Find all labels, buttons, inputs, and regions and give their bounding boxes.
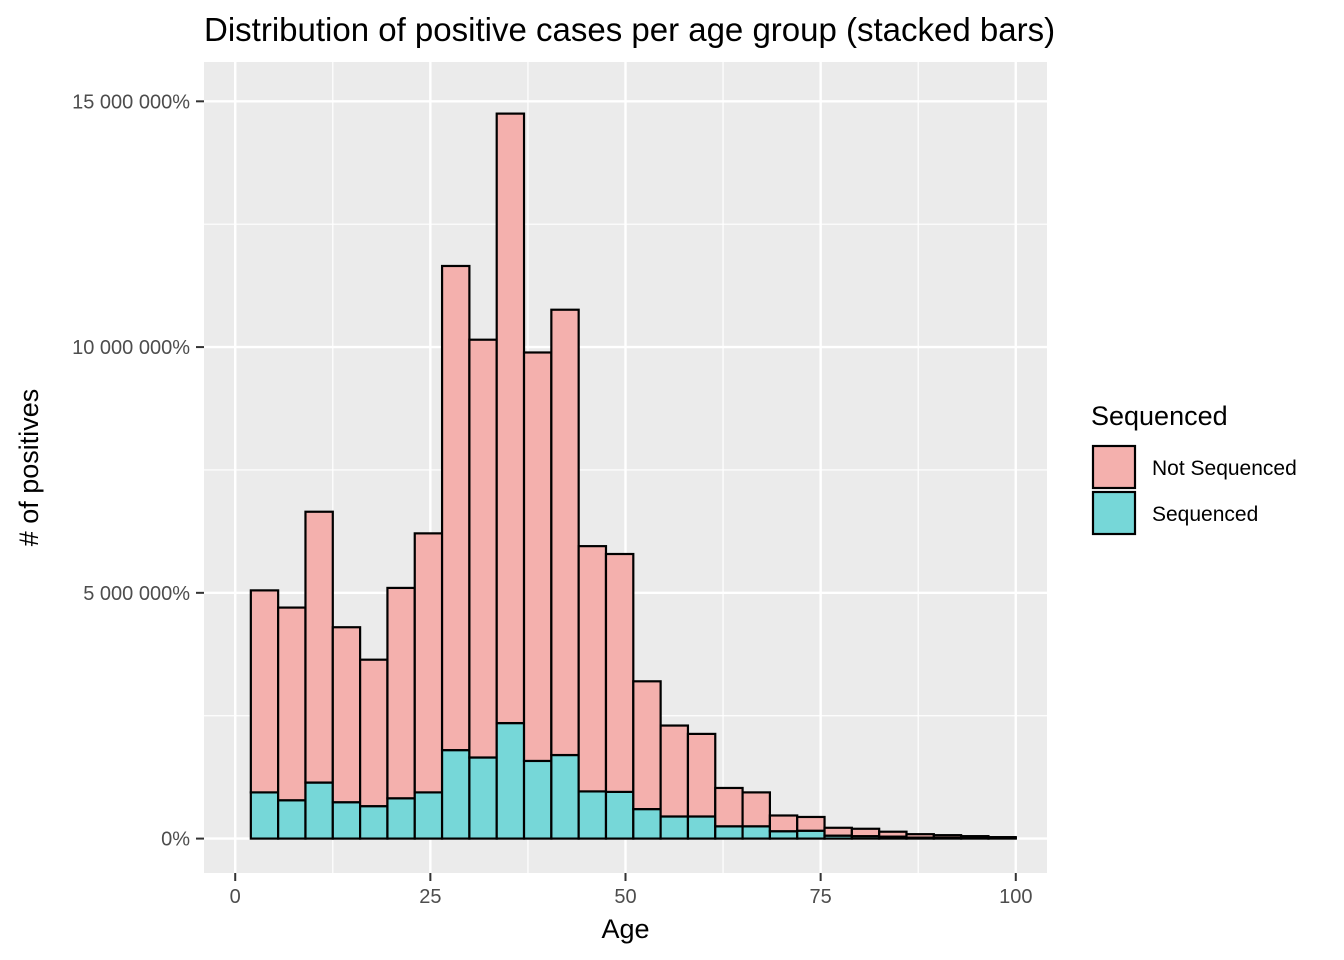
bar-not-sequenced	[768, 814, 799, 833]
bar-sequenced	[768, 830, 799, 840]
bar-sequenced	[304, 781, 334, 840]
bar-sequenced	[741, 825, 772, 840]
bar-not-sequenced	[577, 545, 608, 793]
bar-not-sequenced	[413, 532, 444, 794]
x-axis: 0 25 50 75 100	[230, 873, 1032, 908]
legend-swatch	[1091, 490, 1137, 536]
bar-sequenced	[659, 815, 690, 840]
x-axis-title: Age	[601, 914, 649, 944]
bar-not-sequenced	[468, 338, 498, 759]
bar-sequenced	[522, 759, 553, 840]
legend: Sequenced Not Sequenced Sequenced	[1091, 401, 1297, 536]
bar-not-sequenced	[632, 680, 662, 811]
bar-not-sequenced	[850, 827, 881, 838]
x-tick-label: 25	[419, 886, 441, 908]
bar-not-sequenced	[686, 732, 717, 818]
legend-label: Sequenced	[1152, 503, 1258, 526]
bar-sequenced	[577, 790, 608, 840]
bar-sequenced	[440, 749, 471, 840]
bar-not-sequenced	[960, 835, 990, 840]
bar-sequenced	[331, 801, 362, 840]
y-axis-title: # of positives	[14, 389, 44, 547]
bar-not-sequenced	[604, 552, 635, 793]
y-tick-label: 10 000 000%	[72, 337, 190, 359]
legend-title: Sequenced	[1091, 401, 1228, 431]
bar-not-sequenced	[714, 786, 744, 828]
bar-sequenced	[386, 797, 416, 840]
bar-not-sequenced	[522, 351, 553, 763]
bar-not-sequenced	[331, 626, 362, 804]
bar-sequenced	[796, 829, 826, 840]
bar-not-sequenced	[440, 264, 471, 752]
x-tick-label: 75	[810, 886, 832, 908]
bar-not-sequenced	[550, 308, 580, 757]
bar-sequenced	[495, 721, 526, 840]
bar-sequenced	[468, 756, 498, 840]
bar-sequenced	[277, 799, 307, 840]
bar-not-sequenced	[359, 658, 389, 808]
bar-not-sequenced	[249, 589, 280, 794]
x-tick-label: 50	[614, 886, 636, 908]
bar-sequenced	[413, 791, 444, 840]
bar-sequenced	[249, 791, 280, 840]
bar-sequenced	[604, 790, 635, 840]
y-tick-label: 0%	[161, 829, 190, 851]
y-tick-label: 5 000 000%	[83, 583, 190, 605]
y-axis: 0% 5 000 000% 10 000 000% 15 000 000%	[72, 91, 204, 851]
legend-label: Not Sequenced	[1152, 457, 1297, 480]
bar-not-sequenced	[932, 834, 963, 839]
bar-sequenced	[686, 815, 717, 840]
bar-sequenced	[359, 805, 389, 840]
x-tick-label: 0	[230, 886, 241, 908]
bar-not-sequenced	[386, 586, 416, 800]
bar-not-sequenced	[796, 815, 826, 832]
bar-sequenced	[632, 808, 662, 840]
bar-not-sequenced	[905, 833, 935, 839]
bars	[249, 112, 1017, 840]
bar-not-sequenced	[878, 830, 908, 838]
y-tick-label: 15 000 000%	[72, 91, 190, 113]
legend-swatch	[1091, 444, 1137, 490]
chart-title: Distribution of positive cases per age g…	[204, 11, 1055, 48]
legend-entries: Not Sequenced Sequenced	[1091, 444, 1297, 536]
bar-sequenced	[550, 753, 580, 840]
bar-sequenced	[714, 825, 744, 840]
bar-not-sequenced	[823, 826, 853, 837]
x-tick-label: 100	[999, 886, 1032, 908]
bar-not-sequenced	[304, 510, 334, 784]
bar-not-sequenced	[987, 836, 1017, 840]
bar-not-sequenced	[277, 606, 307, 802]
bar-not-sequenced	[741, 791, 772, 828]
bar-not-sequenced	[495, 112, 526, 725]
bar-not-sequenced	[659, 724, 690, 818]
